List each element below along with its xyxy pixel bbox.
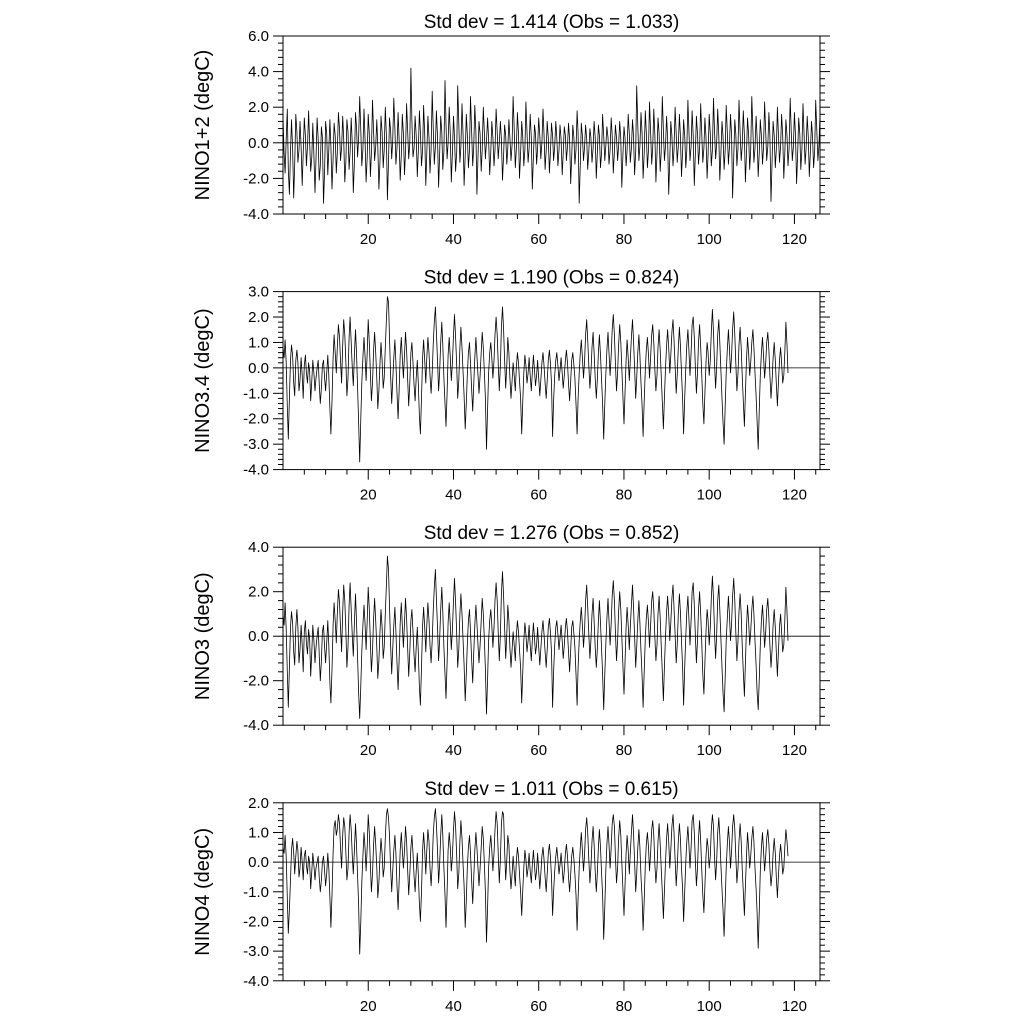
panel-1: Std dev = 1.414 (Obs = 1.033) NINO1+2 (de…	[192, 12, 830, 248]
y-tick-label: -4.0	[243, 206, 269, 223]
y-axis-label: NINO4 (degC)	[192, 828, 214, 956]
x-tick-label: 20	[360, 487, 377, 504]
x-tick-label: 20	[360, 742, 377, 759]
series-line-1	[282, 808, 789, 955]
x-tick-label: 80	[616, 998, 633, 1015]
x-tick-label: 120	[782, 231, 807, 248]
x-tick-label: 100	[697, 231, 722, 248]
x-tick-label: 40	[445, 742, 462, 759]
x-tick-label: 60	[530, 231, 547, 248]
y-tick-label: -2.0	[243, 673, 269, 690]
y-tick-label: -4.0	[243, 973, 269, 990]
y-tick-label: 0.0	[248, 135, 269, 152]
series-line-1	[282, 555, 789, 719]
y-tick-label: -1.0	[243, 385, 269, 402]
x-tick-label: 60	[530, 998, 547, 1015]
y-axis-label: NINO3 (degC)	[192, 572, 214, 700]
panel-3: Std dev = 1.276 (Obs = 0.852) NINO3 (degC…	[192, 523, 830, 759]
y-tick-label: 0.0	[248, 360, 269, 377]
panel-2: Std dev = 1.190 (Obs = 0.824) NINO3.4 (de…	[192, 268, 830, 504]
y-tick-label: 4.0	[248, 539, 269, 556]
series-line-1	[282, 67, 821, 204]
x-tick-label: 100	[697, 998, 722, 1015]
y-tick-label: 2.0	[248, 309, 269, 326]
y-tick-label: 3.0	[248, 284, 269, 301]
plot-frame	[282, 291, 821, 471]
panel-title: Std dev = 1.276 (Obs = 0.852)	[424, 523, 680, 544]
x-tick-label: 40	[445, 231, 462, 248]
x-tick-label: 80	[616, 742, 633, 759]
y-tick-label: 0.0	[248, 854, 269, 871]
panel-4: Std dev = 1.011 (Obs = 0.615) NINO4 (degC…	[192, 779, 830, 1015]
y-tick-label: -4.0	[243, 717, 269, 734]
y-tick-label: 0.0	[248, 628, 269, 645]
x-tick-label: 120	[782, 742, 807, 759]
y-tick-label: -4.0	[243, 462, 269, 479]
y-tick-label: 2.0	[248, 99, 269, 116]
x-tick-label: 20	[360, 998, 377, 1015]
x-tick-label: 120	[782, 998, 807, 1015]
x-tick-label: 40	[445, 998, 462, 1015]
y-tick-label: 2.0	[248, 795, 269, 812]
x-tick-label: 80	[616, 487, 633, 504]
y-tick-label: 1.0	[248, 334, 269, 351]
y-tick-label: 2.0	[248, 584, 269, 601]
y-tick-label: 1.0	[248, 824, 269, 841]
x-tick-label: 60	[530, 742, 547, 759]
x-tick-label: 100	[697, 487, 722, 504]
series-line-1	[282, 296, 789, 463]
y-axis-label: NINO1+2 (degC)	[192, 50, 214, 201]
x-tick-label: 60	[530, 487, 547, 504]
panel-title: Std dev = 1.414 (Obs = 1.033)	[424, 12, 680, 33]
y-tick-label: -2.0	[243, 170, 269, 187]
y-tick-label: -2.0	[243, 411, 269, 428]
x-tick-label: 100	[697, 742, 722, 759]
y-tick-label: 4.0	[248, 64, 269, 81]
y-axis-label: NINO3.4 (degC)	[192, 308, 214, 453]
x-tick-label: 120	[782, 487, 807, 504]
panel-title: Std dev = 1.011 (Obs = 0.615)	[424, 779, 678, 800]
y-tick-label: 6.0	[248, 28, 269, 45]
x-tick-label: 80	[616, 231, 633, 248]
panel-title: Std dev = 1.190 (Obs = 0.824)	[424, 268, 680, 289]
y-tick-label: -2.0	[243, 913, 269, 930]
x-tick-label: 40	[445, 487, 462, 504]
y-tick-label: -3.0	[243, 436, 269, 453]
x-tick-label: 20	[360, 231, 377, 248]
y-tick-label: -1.0	[243, 884, 269, 901]
y-tick-label: -3.0	[243, 943, 269, 960]
